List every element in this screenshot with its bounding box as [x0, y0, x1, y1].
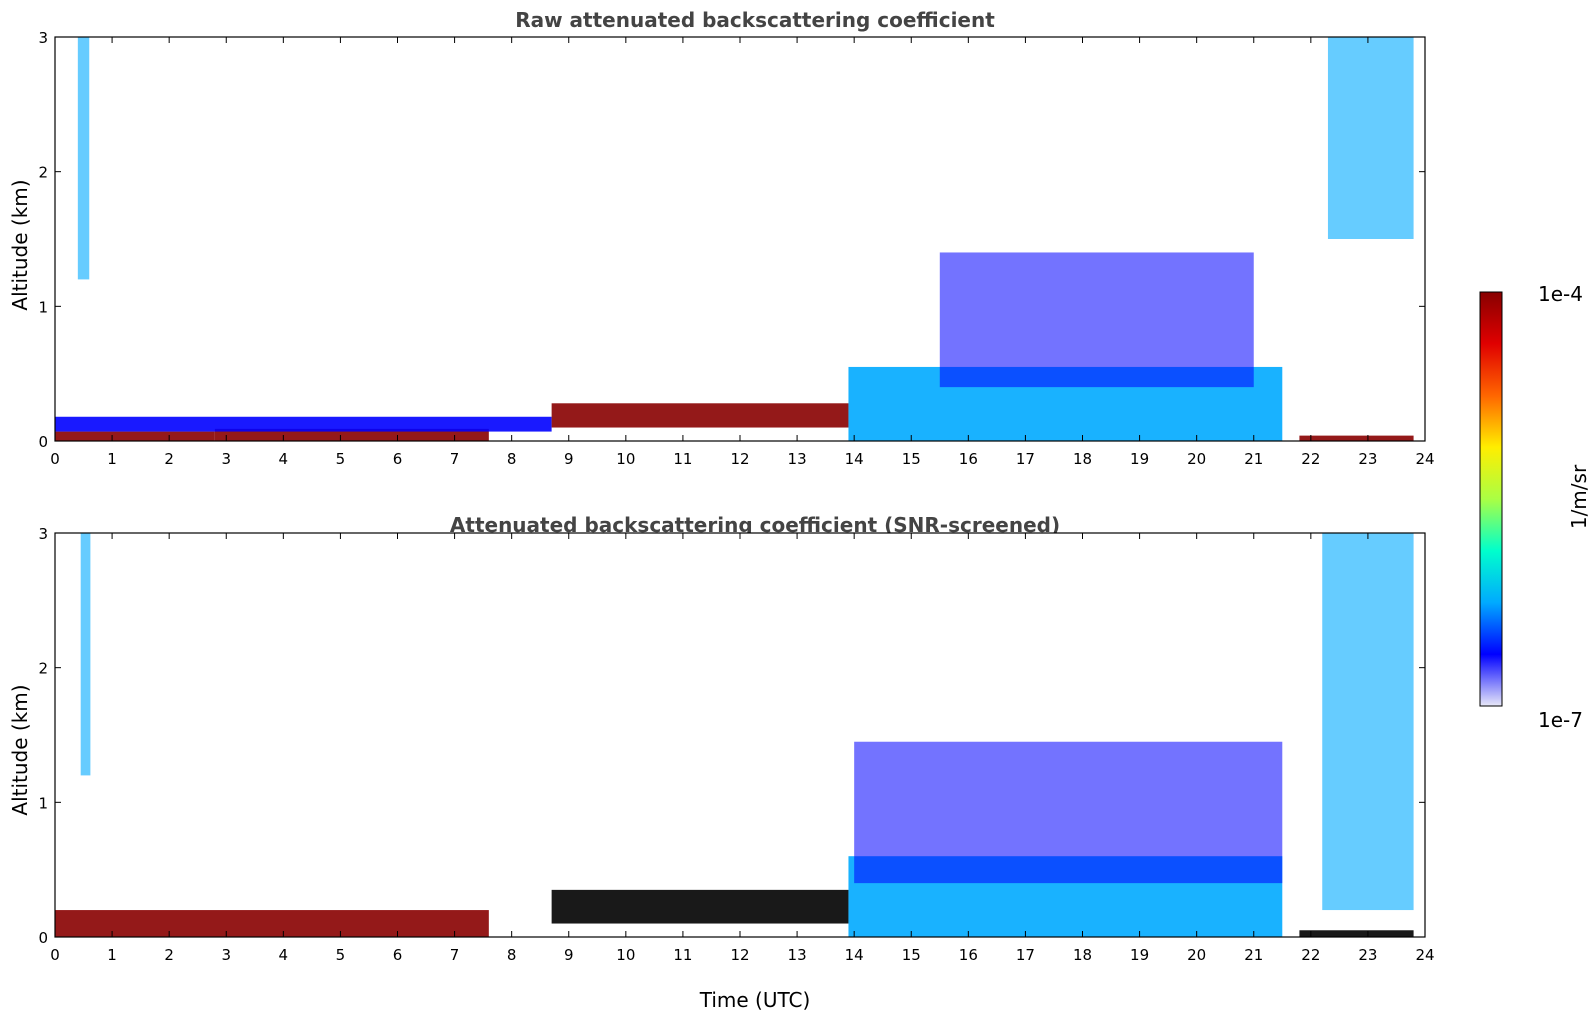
- y-tick-label: 2: [38, 164, 48, 182]
- x-tick-label: 8: [507, 946, 517, 964]
- x-tick-label: 4: [279, 450, 289, 468]
- x-tick-label: 10: [616, 450, 635, 468]
- x-tick-label: 5: [336, 450, 346, 468]
- surface-layer-mark: [55, 910, 489, 937]
- y-tick-label: 1: [38, 298, 48, 316]
- cloud-mark: [80, 533, 91, 776]
- elevated-layer-mark: [551, 403, 849, 428]
- x-tick-label: 7: [450, 946, 460, 964]
- x-tick-label: 24: [1415, 450, 1434, 468]
- surface-layer-mark: [1299, 435, 1414, 441]
- x-tick-label: 11: [673, 946, 692, 964]
- x-tick-label: 8: [507, 450, 517, 468]
- colorbar-min-label: 1e-7: [1538, 708, 1583, 732]
- top-panel: 0 1 2 3 4 5 6 7 8 9 10 11 12 13 14 15 16 17 18 19 20 21 22 23 24…: [38, 29, 1434, 468]
- x-tick-label: 15: [902, 946, 921, 964]
- y-tick-label: 2: [38, 660, 48, 678]
- x-tick-label: 19: [1130, 450, 1149, 468]
- x-tick-label: 2: [164, 450, 174, 468]
- bottom-panel-xlabel: Time (UTC): [699, 988, 811, 1012]
- surface-layer-mark: [55, 431, 215, 441]
- x-tick-label: 19: [1130, 946, 1149, 964]
- x-tick-label: 6: [393, 450, 403, 468]
- x-tick-label: 5: [336, 946, 346, 964]
- x-tick-label: 21: [1244, 450, 1263, 468]
- x-tick-label: 9: [564, 450, 574, 468]
- x-tick-label: 12: [730, 946, 749, 964]
- x-tick-label: 18: [1073, 450, 1092, 468]
- surface-layer-mark: [1299, 930, 1414, 937]
- x-tick-label: 0: [50, 946, 60, 964]
- colorbar-unit-label: 1/m/sr: [1567, 464, 1591, 529]
- colorbar-max-label: 1e-4: [1538, 282, 1583, 306]
- x-tick-label: 9: [564, 946, 574, 964]
- x-tick-label: 1: [107, 946, 117, 964]
- y-tick-label: 0: [38, 929, 48, 947]
- y-tick-label: 1: [38, 794, 48, 812]
- bottom-panel: 0 1 2 3 4 5 6 7 8 9 10 11 12 13 14 15 16 17 18 19 20 21 22 23 24…: [38, 525, 1434, 964]
- x-tick-label: 21: [1244, 946, 1263, 964]
- x-tick-label: 12: [730, 450, 749, 468]
- y-tick-label: 0: [38, 433, 48, 451]
- x-tick-label: 3: [221, 450, 231, 468]
- x-tick-label: 18: [1073, 946, 1092, 964]
- x-tick-label: 11: [673, 450, 692, 468]
- x-tick-label: 13: [788, 946, 807, 964]
- bottom-panel-ylabel: Altitude (km): [8, 684, 32, 815]
- x-tick-label: 17: [1016, 946, 1035, 964]
- x-tick-label: 14: [845, 450, 864, 468]
- x-tick-label: 0: [50, 450, 60, 468]
- aerosol-layer-mark: [854, 741, 1283, 884]
- x-tick-label: 23: [1358, 946, 1377, 964]
- x-tick-label: 16: [959, 450, 978, 468]
- x-tick-label: 22: [1301, 450, 1320, 468]
- colorbar: [1479, 291, 1503, 707]
- x-tick-label: 13: [788, 450, 807, 468]
- x-tick-label: 3: [221, 946, 231, 964]
- x-tick-label: 10: [616, 946, 635, 964]
- x-tick-label: 17: [1016, 450, 1035, 468]
- x-tick-label: 16: [959, 946, 978, 964]
- x-tick-label: 4: [279, 946, 289, 964]
- colorbar-gradient: [1479, 291, 1503, 707]
- x-tick-label: 24: [1415, 946, 1434, 964]
- x-tick-label: 7: [450, 450, 460, 468]
- x-tick-label: 20: [1187, 450, 1206, 468]
- cloud-mark: [1322, 533, 1414, 911]
- x-tick-label: 1: [107, 450, 117, 468]
- cloud-mark: [1327, 37, 1414, 239]
- elevated-layer-mark: [551, 889, 849, 924]
- y-tick-label: 3: [38, 29, 48, 47]
- x-tick-label: 15: [902, 450, 921, 468]
- top-panel-ylabel: Altitude (km): [8, 179, 32, 310]
- x-tick-label: 14: [845, 946, 864, 964]
- residual-layer-mark: [55, 416, 552, 432]
- x-tick-label: 2: [164, 946, 174, 964]
- x-tick-label: 6: [393, 946, 403, 964]
- aerosol-layer-mark: [939, 252, 1254, 388]
- cloud-mark: [77, 37, 90, 280]
- y-tick-label: 3: [38, 525, 48, 543]
- top-panel-title: Raw attenuated backscattering coefficien…: [515, 8, 995, 32]
- x-tick-label: 23: [1358, 450, 1377, 468]
- x-tick-label: 20: [1187, 946, 1206, 964]
- x-tick-label: 22: [1301, 946, 1320, 964]
